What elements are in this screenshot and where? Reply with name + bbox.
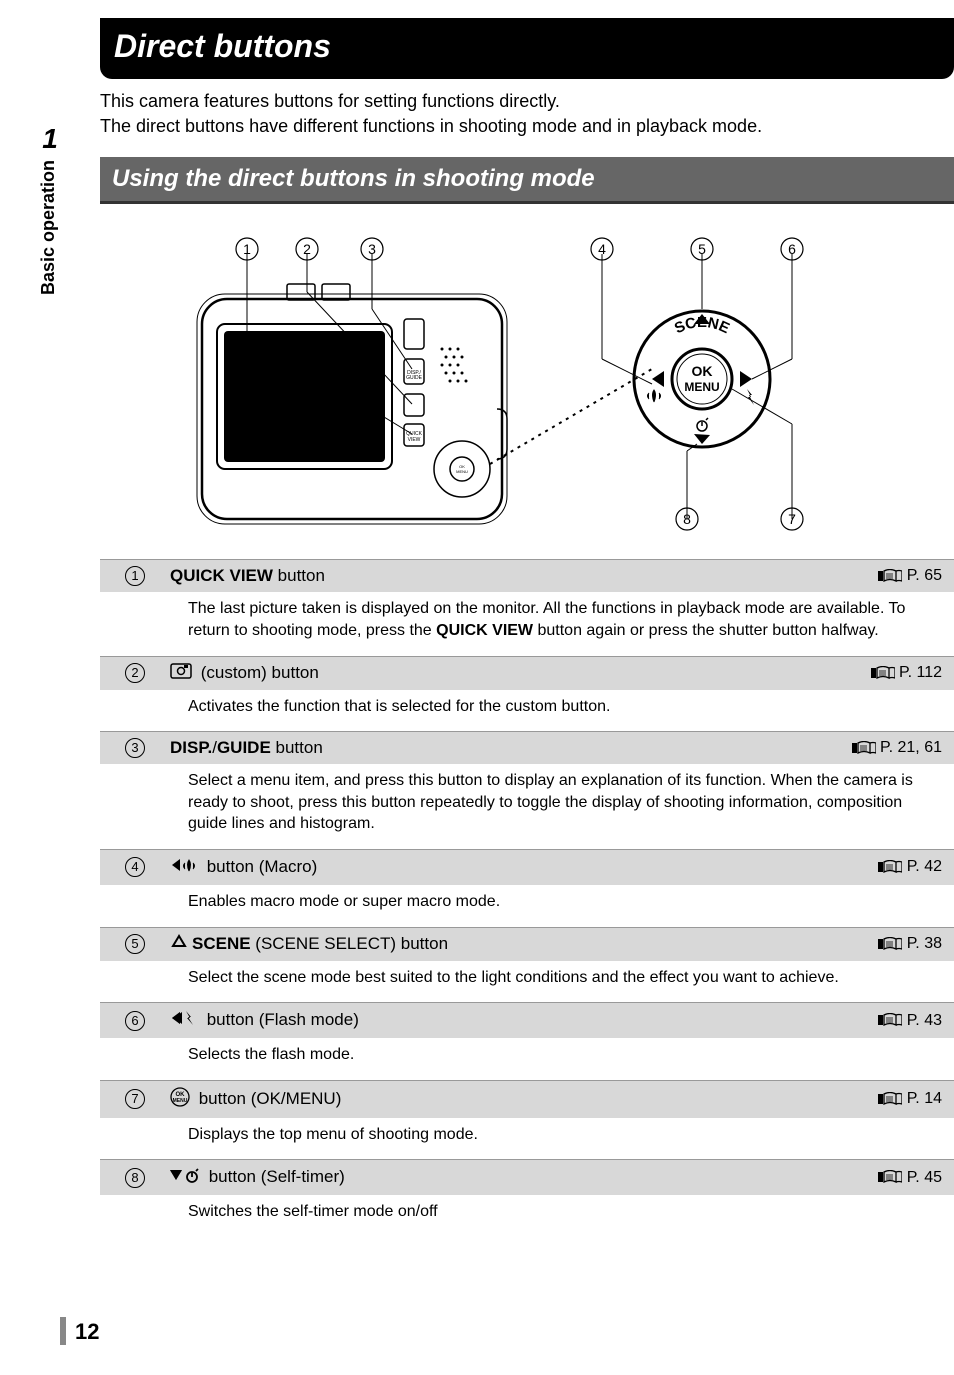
item-page-ref: P. 21, 61 [852, 739, 942, 757]
item-title: SCENE (SCENE SELECT) button [170, 934, 878, 955]
item-row: 5SCENE (SCENE SELECT) button P. 38 [100, 927, 954, 961]
intro-line2: The direct buttons have different functi… [100, 114, 954, 139]
item-description: Select a menu item, and press this butto… [100, 764, 954, 849]
item-page-ref: P. 43 [878, 1012, 942, 1030]
book-ref-icon [878, 1090, 902, 1108]
item-number: 8 [100, 1168, 170, 1188]
page-title: Direct buttons [114, 28, 331, 64]
selftimer-icon [170, 1166, 200, 1189]
item-description: The last picture taken is displayed on t… [100, 592, 954, 655]
page-number: 12 [75, 1319, 99, 1345]
item-page-ref: P. 38 [878, 935, 942, 953]
item-number: 2 [100, 663, 170, 683]
item-number: 4 [100, 857, 170, 877]
svg-text:MENU: MENU [173, 1098, 188, 1104]
camera-diagram: DISP./ GUIDE QUICK VIEW OK MENU [100, 219, 954, 554]
svg-text:MENU: MENU [684, 380, 719, 394]
svg-text:7: 7 [788, 511, 796, 527]
chapter-label: Basic operation [38, 160, 59, 295]
item-page-ref: P. 42 [878, 858, 942, 876]
svg-text:4: 4 [598, 241, 606, 257]
items-list: 1QUICK VIEW button P. 65The last picture… [100, 559, 954, 1237]
item-title: button (Flash mode) [170, 1009, 878, 1032]
item-row: 3DISP./GUIDE button P. 21, 61 [100, 731, 954, 764]
item-title: DISP./GUIDE button [170, 738, 852, 758]
svg-text:1: 1 [243, 241, 251, 257]
svg-text:8: 8 [683, 511, 691, 527]
svg-text:MENU: MENU [456, 469, 468, 474]
item-title: QUICK VIEW button [170, 566, 878, 586]
item-description: Activates the function that is selected … [100, 690, 954, 732]
item-description: Enables macro mode or super macro mode. [100, 885, 954, 927]
book-ref-icon [878, 935, 902, 953]
item-row: 4 button (Macro) P. 42 [100, 849, 954, 885]
book-ref-icon [878, 858, 902, 876]
page-number-bar [60, 1317, 66, 1345]
item-title: OKMENU button (OK/MENU) [170, 1087, 878, 1112]
svg-text:GUIDE: GUIDE [406, 375, 423, 381]
item-row: 6 button (Flash mode) P. 43 [100, 1002, 954, 1038]
section-header: Using the direct buttons in shooting mod… [100, 157, 954, 204]
svg-text:3: 3 [368, 241, 376, 257]
item-title: button (Self-timer) [170, 1166, 878, 1189]
item-description: Select the scene mode best suited to the… [100, 961, 954, 1003]
diagram-svg: DISP./ GUIDE QUICK VIEW OK MENU [100, 219, 954, 554]
scene-icon [170, 934, 188, 955]
item-title: (custom) button [170, 663, 871, 684]
item-number: 5 [100, 934, 170, 954]
item-page-ref: P. 112 [871, 664, 942, 682]
svg-text:5: 5 [698, 241, 706, 257]
item-page-ref: P. 45 [878, 1169, 942, 1187]
item-number: 3 [100, 738, 170, 758]
svg-text:2: 2 [303, 241, 311, 257]
book-ref-icon [878, 1012, 902, 1030]
svg-text:6: 6 [788, 241, 796, 257]
sidebar: 1 Basic operation [30, 123, 70, 353]
item-number: 6 [100, 1011, 170, 1031]
item-page-ref: P. 14 [878, 1090, 942, 1108]
item-row: 1QUICK VIEW button P. 65 [100, 559, 954, 592]
camera-illustration: DISP./ GUIDE QUICK VIEW OK MENU [197, 284, 507, 524]
intro-line1: This camera features buttons for setting… [100, 89, 954, 114]
book-ref-icon [852, 739, 876, 757]
svg-text:VIEW: VIEW [408, 437, 421, 443]
book-ref-icon [878, 1169, 902, 1187]
item-description: Switches the self-timer mode on/off [100, 1195, 954, 1237]
chapter-number: 1 [30, 123, 70, 155]
item-row: 8 button (Self-timer) P. 45 [100, 1159, 954, 1195]
okmenu-icon: OKMENU [170, 1087, 190, 1112]
item-title: button (Macro) [170, 856, 878, 879]
item-description: Selects the flash mode. [100, 1038, 954, 1080]
svg-text:OK: OK [692, 363, 713, 379]
item-page-ref: P. 65 [878, 567, 942, 585]
item-number: 1 [100, 566, 170, 586]
dpad-detail: OK MENU SCENE [634, 311, 770, 447]
flash-icon [170, 1009, 198, 1032]
intro-text: This camera features buttons for setting… [100, 89, 954, 139]
item-row: 2 (custom) button P. 112 [100, 656, 954, 690]
page-title-header: Direct buttons [100, 18, 954, 79]
custom-icon [170, 663, 192, 684]
item-row: 7OKMENU button (OK/MENU) P. 14 [100, 1080, 954, 1118]
item-description: Displays the top menu of shooting mode. [100, 1118, 954, 1160]
book-ref-icon [871, 664, 895, 682]
section-title: Using the direct buttons in shooting mod… [112, 165, 595, 192]
item-number: 7 [100, 1089, 170, 1109]
book-ref-icon [878, 567, 902, 585]
macro-icon [170, 856, 198, 879]
